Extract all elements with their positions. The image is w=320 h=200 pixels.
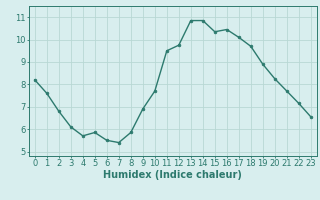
X-axis label: Humidex (Indice chaleur): Humidex (Indice chaleur) [103,170,242,180]
